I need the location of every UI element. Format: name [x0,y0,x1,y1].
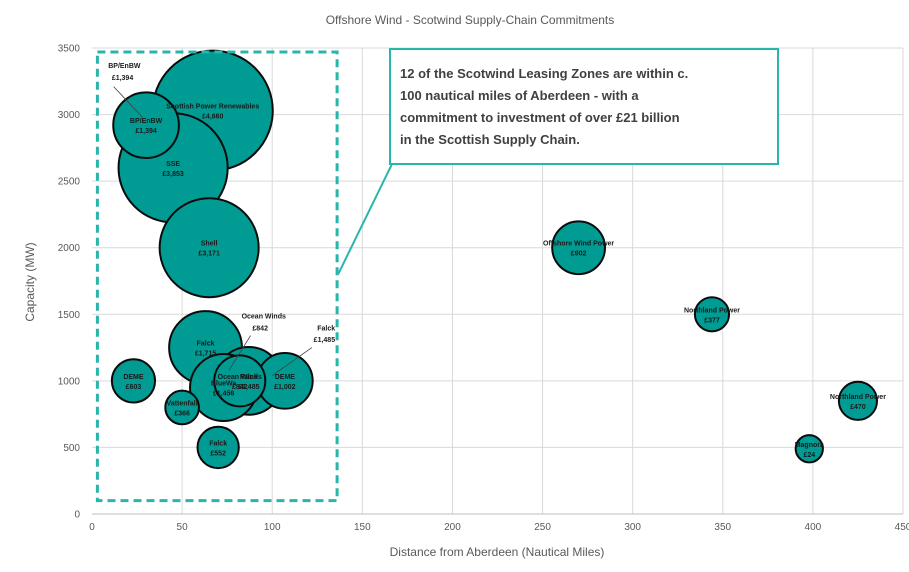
bubble-name-label: Magnora [795,442,824,449]
bubble-value-label: £842 [232,384,248,391]
y-tick-label: 3000 [58,110,81,121]
bubble-value-label: £24 [803,452,815,459]
bubble-value-label: £1,456 [213,391,235,398]
bubble-name-label: Vattenfall [167,400,198,407]
bubble-value-label: £4,660 [202,114,224,121]
bubble-name-label: BlueWa [211,381,237,388]
bubble-point [213,354,267,408]
bubble-point [794,434,824,464]
x-axis-title: Distance from Aberdeen (Nautical Miles) [390,545,605,559]
bubble-name-label: BP/EnBW [130,118,163,125]
bubble-point [837,380,878,421]
bubble-name-label: Falck [197,341,215,348]
bubble-name-label: DEME [123,374,144,381]
y-tick-label: 500 [63,443,80,454]
bubble-name-label: Shell [201,241,218,248]
x-tick-label: 200 [444,522,461,533]
outside-label: Ocean Winds [242,313,286,320]
leader-line [228,335,251,371]
bubble-value-label: £1,485 [238,384,260,391]
bubble-point [551,220,606,276]
bubble-value-label: £603 [126,384,142,391]
outside-label: £842 [252,325,268,332]
bubble-value-label: £1,002 [274,384,296,391]
bubble-value-label: £1,394 [135,128,157,135]
x-tick-label: 300 [624,522,641,533]
highlight-region [95,50,339,503]
x-tick-label: 150 [354,522,371,533]
bubble-name-label: Northland Power [830,394,886,401]
y-axis-title: Capacity (MW) [23,242,37,321]
bubble-point [110,358,157,404]
leader-line [113,86,143,118]
callout-line-1: 12 of the Scotwind Leasing Zones are wit… [400,66,688,81]
bubble-point [693,296,731,333]
x-tick-label: 0 [89,522,95,533]
bubble-name-label: SSE [166,161,180,168]
bubble-name-label: Ocean Winds [218,374,262,381]
outside-label: BP/EnBW [108,63,141,70]
outside-label: £1,394 [112,75,134,82]
y-tick-label: 2500 [58,177,81,188]
bubble-name-label: DEME [275,374,296,381]
bubble-point [112,91,180,160]
outside-label: £1,485 [314,337,336,344]
bubbles [110,49,878,470]
bubble-name-label: Falck [209,440,227,447]
bubble-name-label: Scottish Power Renewables [166,104,259,111]
y-tick-label: 1000 [58,376,81,387]
y-tick-label: 3500 [58,44,81,55]
annotation-callout: 12 of the Scotwind Leasing Zones are wit… [337,48,779,275]
bubble-labels: BP/EnBW £1,394 Scottish Power Renewables £4… [108,63,886,459]
callout-line-4: in the Scottish Supply Chain. [400,132,580,147]
bubble-value-label: £470 [850,404,866,411]
callout-box [389,48,779,165]
bubble-name-label: Northland Power [684,307,740,314]
callout-line-3: commitment to investment of over £21 bil… [400,110,680,125]
bubble-value-label: £377 [704,317,720,324]
x-tick-label: 50 [177,522,189,533]
x-tick-label: 400 [805,522,822,533]
bubble-name-label: Falck [240,374,258,381]
callout-line-2: 100 nautical miles of Aberdeen - with a [400,88,639,103]
bubble-value-label: £552 [210,450,226,457]
bubble-point [158,197,260,299]
bubble-value-label: £902 [571,251,587,258]
bubble-point [164,389,200,426]
bubble-value-label: £366 [174,410,190,417]
axes: 0 50 100 150 200 250 300 350 400 450 0 500 1000 1500 2… [58,44,909,534]
bubble-name-label: Offshore Wind Power [543,241,614,248]
bubble-value-label: £3,171 [198,251,220,258]
callout-pointer [337,163,436,275]
bubble-value-label: £1,715 [195,351,217,358]
x-tick-label: 100 [264,522,281,533]
outside-label: Falck [317,325,335,332]
chart-title: Offshore Wind - Scotwind Supply-Chain Co… [326,13,615,27]
bubble-value-label: £3,853 [162,171,184,178]
y-tick-label: 0 [74,510,80,521]
y-tick-label: 1500 [58,310,81,321]
y-tick-label: 2000 [58,243,81,254]
x-tick-label: 350 [714,522,731,533]
x-tick-label: 450 [895,522,909,533]
leader-line [271,347,313,376]
x-tick-label: 250 [534,522,551,533]
bubble-point [196,425,240,470]
